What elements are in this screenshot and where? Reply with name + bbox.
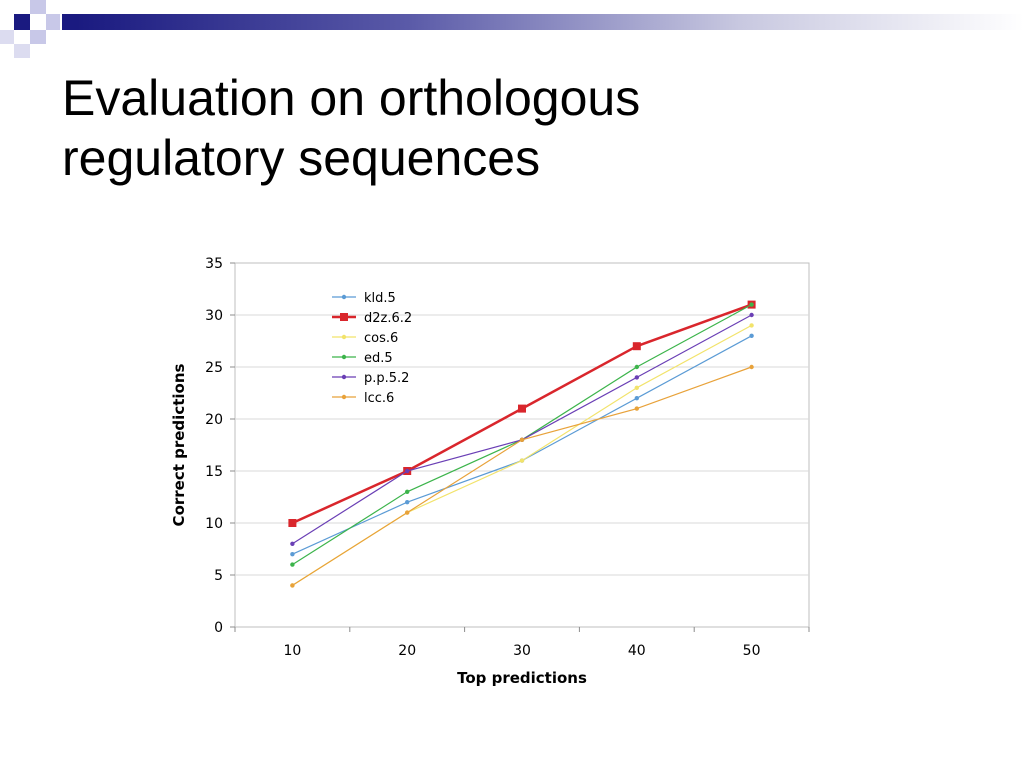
- y-tick-label: 10: [205, 516, 223, 532]
- y-axis-label: Correct predictions: [170, 363, 188, 526]
- data-point: [634, 364, 639, 370]
- legend-label: kld.5: [364, 291, 396, 306]
- data-point: [405, 510, 410, 515]
- plot-area: [234, 262, 810, 628]
- deco-square-light: [14, 44, 30, 58]
- slide-decoration: [0, 0, 1024, 60]
- y-tick-label: 20: [205, 412, 223, 428]
- data-point: [519, 458, 525, 463]
- legend-marker: [340, 313, 348, 321]
- deco-square-light: [0, 30, 14, 44]
- legend-label: d2z.6.2: [364, 311, 412, 326]
- data-point: [290, 541, 295, 546]
- data-point: [632, 342, 641, 351]
- slide-title-line-2: regulatory sequences: [62, 130, 541, 186]
- gridlines: [235, 314, 809, 576]
- deco-square-navy: [62, 14, 76, 30]
- legend-marker: [341, 394, 347, 400]
- y-tick-label: 35: [205, 256, 223, 272]
- x-axis-ticks: 10 20 30 40 50: [234, 627, 810, 659]
- data-point: [518, 404, 526, 413]
- data-point: [405, 468, 410, 474]
- data-point: [634, 406, 639, 411]
- data-point: [634, 375, 639, 380]
- x-tick-label: 10: [283, 643, 301, 659]
- legend: kld.5 d2z.6.2 cos.6 ed.5 p.p.5.2 lcc.6: [332, 291, 412, 406]
- x-tick-label: 20: [398, 643, 416, 659]
- data-point: [634, 385, 639, 390]
- chart-container: 0 5 10 15 20 25 30 35 10 20 30 40 50 kld.5 d2z.6.2 co…: [160, 245, 840, 705]
- legend-marker: [341, 334, 347, 340]
- legend-marker: [341, 354, 347, 360]
- header-gradient-bar: [76, 14, 1024, 30]
- y-tick-label: 5: [214, 568, 223, 584]
- data-point: [405, 500, 410, 505]
- data-point: [290, 552, 295, 557]
- x-tick-label: 40: [628, 643, 646, 659]
- legend-label: ed.5: [364, 351, 393, 366]
- x-tick-label: 30: [513, 643, 531, 659]
- x-axis-label: Top predictions: [457, 669, 587, 687]
- slide-title: Evaluation on orthologous regulatory seq…: [62, 68, 962, 188]
- series-group: [288, 300, 756, 588]
- data-point: [519, 437, 525, 442]
- legend-label: p.p.5.2: [364, 371, 409, 386]
- legend-marker: [341, 374, 347, 380]
- data-point: [290, 583, 295, 588]
- data-point: [749, 312, 754, 318]
- legend-marker: [341, 294, 347, 300]
- deco-square-navy: [14, 14, 30, 30]
- deco-square-light: [46, 14, 60, 30]
- data-point: [749, 333, 754, 338]
- data-point: [634, 396, 639, 401]
- deco-square-light: [30, 30, 46, 44]
- y-tick-label: 30: [205, 308, 223, 324]
- slide-title-line-1: Evaluation on orthologous: [62, 70, 641, 126]
- data-point: [288, 519, 297, 527]
- data-point: [749, 323, 754, 328]
- data-point: [749, 302, 754, 307]
- y-tick-label: 15: [205, 464, 223, 480]
- legend-label: cos.6: [364, 331, 398, 346]
- y-tick-label: 0: [214, 620, 223, 636]
- deco-square-light: [30, 0, 46, 14]
- line-chart: 0 5 10 15 20 25 30 35 10 20 30 40 50 kld.5 d2z.6.2 co…: [170, 256, 810, 687]
- data-point: [749, 364, 754, 370]
- data-point: [405, 489, 410, 494]
- y-tick-label: 25: [205, 360, 223, 376]
- legend-label: lcc.6: [364, 391, 394, 406]
- y-axis-ticks: 0 5 10 15 20 25 30 35: [205, 256, 235, 636]
- data-point: [290, 562, 295, 567]
- x-tick-label: 50: [743, 643, 761, 659]
